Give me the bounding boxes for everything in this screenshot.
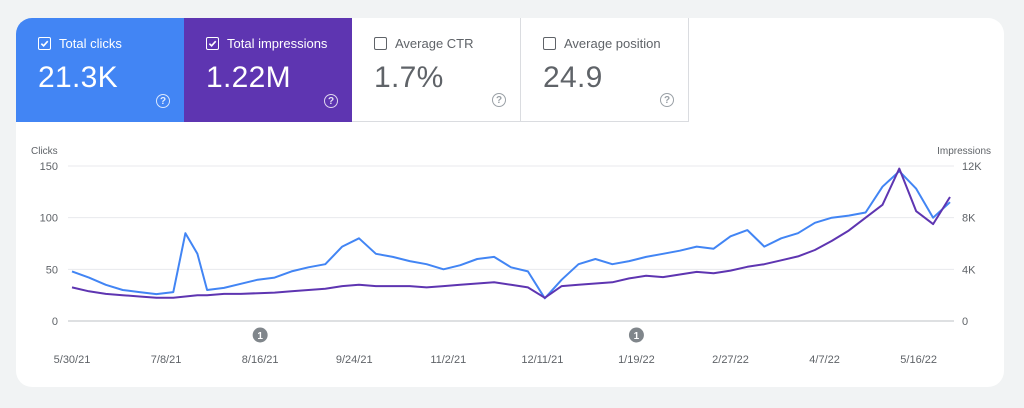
x-tick-label: 7/8/21 [151,354,182,366]
x-tick-label: 9/24/21 [336,354,373,366]
help-icon[interactable]: ? [492,93,506,107]
y-right-tick-label: 0 [962,316,968,328]
x-tick-label: 11/2/21 [430,354,466,366]
y-right-tick-label: 4K [962,264,976,276]
metric-label: Average CTR [395,36,474,51]
y-left-tick-label: 100 [40,213,58,225]
checkbox-checked-icon[interactable] [38,37,51,50]
metric-average-position[interactable]: Average position 24.9 ? [521,18,689,122]
metric-label: Average position [564,36,661,51]
series-line-impressions [71,167,951,299]
metric-value: 1.22M [206,61,291,94]
x-tick-label: 1/19/22 [618,354,655,366]
metric-label: Total impressions [227,36,328,51]
annotation-marker[interactable] [252,327,268,343]
checkbox-checked-icon[interactable] [206,37,219,50]
x-tick-label: 2/27/22 [712,354,749,366]
help-icon[interactable]: ? [660,93,674,107]
metric-value: 21.3K [38,61,118,94]
y-right-tick-label: 8K [962,213,976,225]
metric-total-clicks[interactable]: Total clicks 21.3K ? [16,18,184,122]
checkbox-unchecked-icon[interactable] [543,37,556,50]
performance-card: Total clicks 21.3K ? Total impressions 1… [16,18,1004,387]
help-icon[interactable]: ? [156,94,170,108]
y-left-tick-label: 150 [40,161,58,173]
y-left-axis-title: Clicks [31,146,58,157]
x-tick-label: 8/16/21 [242,354,279,366]
metric-total-impressions[interactable]: Total impressions 1.22M ? [184,18,352,122]
x-tick-label: 5/16/22 [900,354,937,366]
annotation-marker[interactable] [628,327,644,343]
checkbox-unchecked-icon[interactable] [374,37,387,50]
y-left-tick-label: 50 [46,264,58,276]
x-tick-label: 4/7/22 [809,354,840,366]
y-left-tick-label: 0 [52,316,58,328]
annotation-label: 1 [634,331,640,342]
metric-label: Total clicks [59,36,122,51]
y-right-axis-title: Impressions [937,146,991,157]
metric-value: 24.9 [543,61,603,94]
y-right-tick-label: 12K [962,161,982,173]
metric-average-ctr[interactable]: Average CTR 1.7% ? [352,18,521,122]
series-line-clicks [71,170,951,300]
help-icon[interactable]: ? [324,94,338,108]
performance-chart: 150 12K 100 8K 50 4K 0 0 Clicks Impressions 5/30/2… [31,146,991,366]
metric-value: 1.7% [374,61,444,94]
x-tick-label: 12/11/21 [521,354,563,366]
x-tick-label: 5/30/21 [54,354,91,366]
annotation-label: 1 [257,331,263,342]
